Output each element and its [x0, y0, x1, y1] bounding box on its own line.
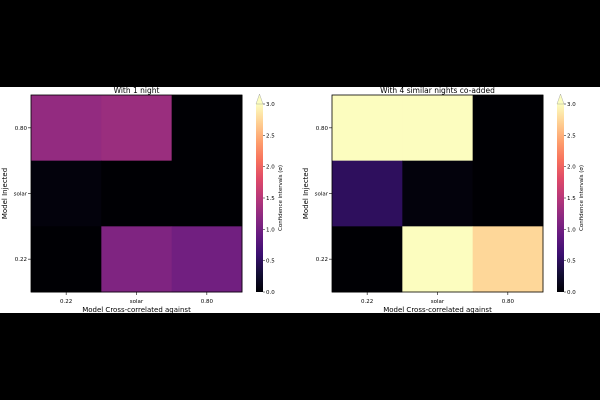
y-tick-label: 0.80 — [316, 126, 329, 132]
y-tick-label: 0.22 — [316, 257, 328, 263]
colorbar-tick-label: 2.0 — [266, 165, 275, 171]
colorbar-tick-label: 2.5 — [266, 133, 275, 139]
x-tick-label: solar — [130, 299, 144, 305]
heatmap-cell — [472, 226, 544, 293]
heatmap-cell — [332, 160, 403, 227]
colorbar — [557, 104, 564, 292]
colorbar-tick-label: 2.5 — [567, 133, 576, 139]
x-tick-label: solar — [431, 299, 445, 305]
y-axis-label: Model Injected — [1, 168, 9, 219]
heatmap-cell — [101, 95, 173, 162]
colorbar-tick-label: 0.0 — [266, 290, 275, 296]
heatmap-cell — [402, 160, 474, 227]
colorbar-extend-arrow — [255, 93, 264, 105]
heatmap-cell — [472, 160, 544, 227]
colorbar-tick-label: 0.0 — [567, 290, 576, 296]
colorbar-tick-label: 0.5 — [567, 259, 576, 265]
colorbar-tick-label: 1.5 — [567, 196, 576, 202]
heatmap-cell — [31, 226, 102, 293]
y-tick-label: solar — [14, 192, 28, 198]
x-tick-label: 0.22 — [361, 299, 373, 305]
heatmap-cell — [101, 226, 173, 293]
heatmap-panel-1: With 1 night 0.22 solar 0.80 0.80 solar 0.22 Mo… — [1, 86, 284, 314]
x-tick-label: 0.22 — [60, 299, 72, 305]
y-axis-label: Model Injected — [302, 168, 310, 219]
x-axis-label: Model Cross-correlated against — [383, 306, 492, 314]
heatmap-cell — [171, 95, 243, 162]
chart-title: With 1 night — [114, 86, 160, 95]
heatmap-cell — [402, 95, 474, 162]
heatmap-cell — [31, 160, 102, 227]
colorbar-tick-label: 3.0 — [266, 102, 275, 108]
heatmap-cell — [332, 226, 403, 293]
heatmap-panel-2: With 4 similar nights co-added 0.22 solar 0… — [302, 86, 585, 314]
heatmap-cell — [101, 160, 173, 227]
heatmap-cell — [332, 95, 403, 162]
x-tick-label: 0.80 — [201, 299, 214, 305]
x-tick-label: 0.80 — [502, 299, 515, 305]
colorbar-extend-arrow — [556, 93, 565, 105]
heatmap-cell — [31, 95, 102, 162]
colorbar-tick-label: 1.5 — [266, 196, 275, 202]
y-tick-label: solar — [315, 192, 329, 198]
colorbar-label: Confidence intervals (σ) — [278, 165, 284, 231]
colorbar-tick-label: 1.0 — [266, 227, 275, 233]
colorbar-tick-label: 0.5 — [266, 259, 275, 265]
colorbar-tick-label: 1.0 — [567, 227, 576, 233]
heatmap-cell — [402, 226, 474, 293]
y-tick-label: 0.80 — [15, 126, 28, 132]
colorbar-tick-label: 3.0 — [567, 102, 576, 108]
y-tick-label: 0.22 — [15, 257, 27, 263]
colorbar-tick-label: 2.0 — [567, 165, 576, 171]
colorbar-label: Confidence intervals (σ) — [579, 165, 585, 231]
x-axis-label: Model Cross-correlated against — [82, 306, 191, 314]
heatmap-cell — [171, 160, 243, 227]
chart-title: With 4 similar nights co-added — [380, 86, 495, 95]
colorbar — [256, 104, 263, 292]
heatmap-cell — [171, 226, 243, 293]
heatmap-cell — [472, 95, 544, 162]
